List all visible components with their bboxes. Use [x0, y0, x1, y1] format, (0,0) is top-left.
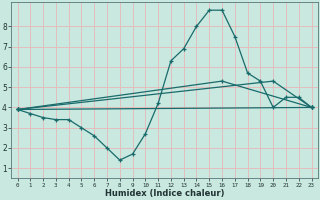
X-axis label: Humidex (Indice chaleur): Humidex (Indice chaleur): [105, 189, 224, 198]
